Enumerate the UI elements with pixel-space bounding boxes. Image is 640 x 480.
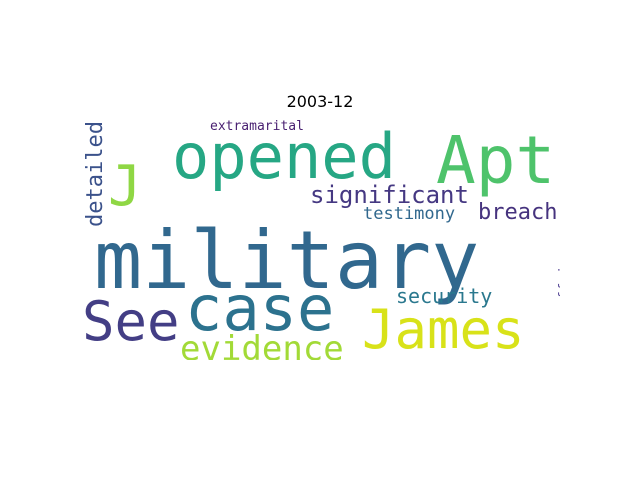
word-testimony: testimony: [363, 204, 455, 224]
word-significant: significant: [310, 181, 469, 209]
word-opened: opened: [172, 120, 396, 193]
word-security: security: [396, 284, 492, 308]
word-detailed: detailed: [83, 121, 108, 227]
word-apt: Apt: [436, 122, 555, 199]
word-affair: affair: [557, 257, 560, 308]
word-case: case: [185, 272, 334, 345]
chart-title: 2003-12: [286, 92, 354, 111]
word-j: J: [108, 154, 142, 219]
word-extramarital: extramarital: [210, 119, 304, 134]
word-breach: breach: [478, 200, 557, 225]
word-james: James: [362, 298, 525, 360]
word-evidence: evidence: [180, 329, 344, 360]
word-see: See: [82, 290, 180, 353]
word-military: military: [94, 214, 479, 307]
